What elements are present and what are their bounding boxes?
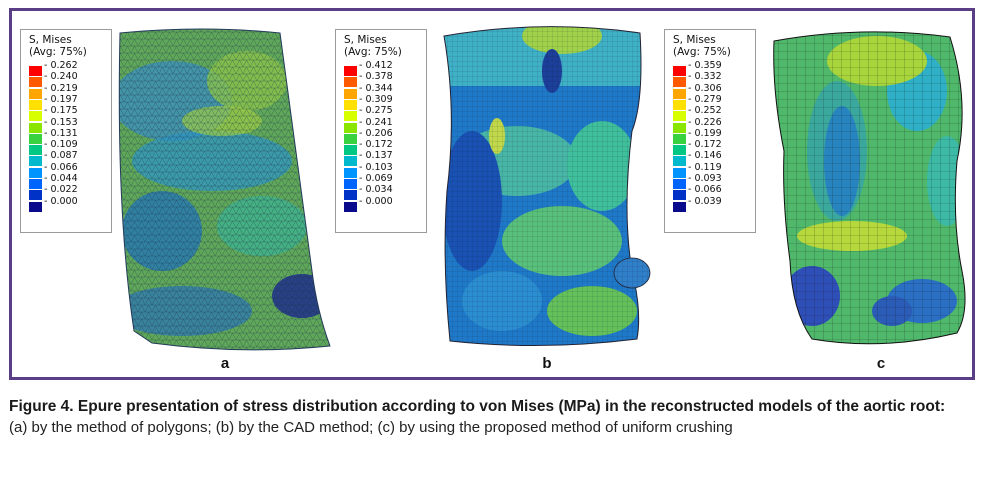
panel-a-label: a <box>220 355 230 372</box>
legend-tick-label: - 0.172 <box>688 139 722 151</box>
legend-swatch <box>344 201 357 212</box>
legend-tick-label: - 0.066 <box>44 161 78 173</box>
legend-swatch <box>673 99 686 110</box>
model-a-polygon-mesh <box>118 28 331 351</box>
legend-swatch <box>673 179 686 189</box>
legend-tick-label: - 0.146 <box>688 150 722 162</box>
panel-c: S, Mises (Avg: 75%) - 0.359- 0.332- 0.30… <box>652 11 972 377</box>
model-c-uniform-crushing-mesh <box>773 31 966 345</box>
legend-tick-label: - 0.412 <box>359 60 393 71</box>
legend-tick-label: - 0.175 <box>44 105 78 117</box>
legend-swatch <box>29 77 42 88</box>
legend-swatch <box>344 156 357 167</box>
legend-tick-label: - 0.199 <box>688 127 722 139</box>
legend-swatch <box>673 88 686 99</box>
legend-swatch <box>673 201 686 212</box>
legend-swatch <box>344 77 357 88</box>
legend-tick-label: - 0.044 <box>44 173 78 184</box>
legend-swatch <box>344 88 357 99</box>
legend-swatch <box>673 167 686 178</box>
legend-tick-label: - 0.066 <box>688 184 722 196</box>
legend-tick-label: - 0.279 <box>688 93 722 105</box>
legend-swatch <box>29 122 42 133</box>
legend-tick-label: - 0.109 <box>44 139 78 151</box>
legend-swatch <box>29 111 42 122</box>
panel-b-label: b <box>542 355 552 372</box>
legend-tick-label: - 0.262 <box>44 60 78 71</box>
panel-c-label: c <box>876 355 886 372</box>
legend-swatch <box>29 167 42 178</box>
legend-swatch <box>344 99 357 110</box>
legend-tick-label: - 0.119 <box>688 161 722 173</box>
legend-tick-label: - 0.359 <box>688 60 722 71</box>
legend-tick-label: - 0.219 <box>44 82 78 94</box>
legend-tick-label: - 0.039 <box>688 195 722 207</box>
legend-swatch <box>673 77 686 88</box>
legend-tick-label: - 0.103 <box>359 161 393 173</box>
legend-swatch <box>344 122 357 133</box>
legend-swatch <box>29 145 42 156</box>
legend-swatch <box>29 66 42 76</box>
legend-tick-label: - 0.309 <box>359 93 393 105</box>
legend-swatch <box>344 66 357 76</box>
caption-title: Figure 4. Epure presentation of stress d… <box>9 398 946 415</box>
legend-tick-label: - 0.069 <box>359 173 393 184</box>
legend-swatch <box>29 190 42 201</box>
legend-swatch <box>673 190 686 201</box>
legend-swatch <box>29 99 42 110</box>
legend-tick-label: - 0.226 <box>688 116 722 128</box>
legend-swatch <box>673 122 686 133</box>
legend-tick-label: - 0.137 <box>359 150 393 162</box>
legend-swatch <box>29 88 42 99</box>
legend-swatch <box>344 190 357 201</box>
legend-a-title: S, Mises (Avg: 75%) <box>29 34 87 58</box>
legend-tick-label: - 0.000 <box>44 195 78 207</box>
legend-tick-label: - 0.131 <box>44 127 78 139</box>
legend-tick-label: - 0.000 <box>359 195 393 207</box>
legend-tick-label: - 0.197 <box>44 93 78 105</box>
legend-tick-label: - 0.093 <box>688 173 722 184</box>
legend-tick-label: - 0.240 <box>44 71 78 83</box>
legend-c-title: S, Mises (Avg: 75%) <box>673 34 731 58</box>
figure-caption: Figure 4. Epure presentation of stress d… <box>9 396 979 439</box>
legend-tick-label: - 0.172 <box>359 139 393 151</box>
legend-tick-label: - 0.332 <box>688 71 722 83</box>
legend-swatch <box>344 133 357 144</box>
legend-swatch <box>29 201 42 212</box>
legend-swatch <box>29 179 42 189</box>
legend-tick-label: - 0.206 <box>359 127 393 139</box>
legend-tick-label: - 0.275 <box>359 105 393 117</box>
legend-a: S, Mises (Avg: 75%) - 0.262- 0.240- 0.21… <box>20 29 112 233</box>
legend-tick-label: - 0.034 <box>359 184 393 196</box>
legend-swatch <box>673 145 686 156</box>
legend-swatch <box>673 156 686 167</box>
legend-swatch <box>344 111 357 122</box>
legend-swatch <box>673 111 686 122</box>
caption-text: (a) by the method of polygons; (b) by th… <box>9 419 733 436</box>
legend-tick-label: - 0.241 <box>359 116 393 128</box>
legend-tick-label: - 0.087 <box>44 150 78 162</box>
panel-a: S, Mises (Avg: 75%) - 0.262- 0.240- 0.21… <box>12 11 332 377</box>
legend-tick-label: - 0.022 <box>44 184 78 196</box>
legend-swatch <box>344 167 357 178</box>
legend-tick-label: - 0.153 <box>44 116 78 128</box>
legend-b: S, Mises (Avg: 75%) - 0.412- 0.378- 0.34… <box>335 29 427 233</box>
figure-frame: S, Mises (Avg: 75%) - 0.262- 0.240- 0.21… <box>9 8 975 380</box>
legend-tick-label: - 0.306 <box>688 82 722 94</box>
legend-tick-label: - 0.252 <box>688 105 722 117</box>
legend-b-title: S, Mises (Avg: 75%) <box>344 34 402 58</box>
legend-tick-label: - 0.344 <box>359 82 393 94</box>
legend-swatch <box>344 179 357 189</box>
legend-swatch <box>673 133 686 144</box>
panel-b: S, Mises (Avg: 75%) - 0.412- 0.378- 0.34… <box>332 11 652 377</box>
legend-swatch <box>29 133 42 144</box>
legend-swatch <box>673 66 686 76</box>
model-b-cad-mesh <box>443 26 651 347</box>
legend-swatch <box>344 145 357 156</box>
legend-tick-label: - 0.378 <box>359 71 393 83</box>
legend-swatch <box>29 156 42 167</box>
legend-c: S, Mises (Avg: 75%) - 0.359- 0.332- 0.30… <box>664 29 756 233</box>
